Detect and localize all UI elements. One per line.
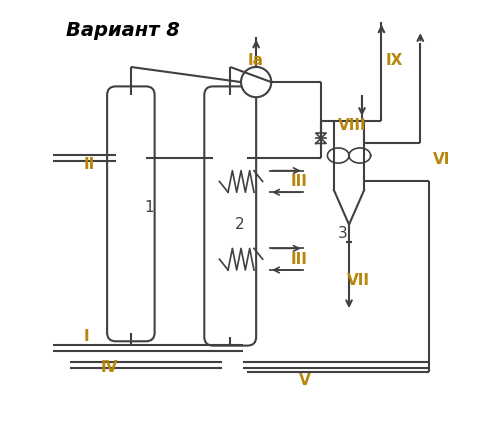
FancyBboxPatch shape [204, 86, 256, 346]
Text: III: III [291, 174, 307, 189]
Text: 1: 1 [144, 200, 153, 215]
Text: VI: VI [433, 152, 450, 167]
Text: V: V [299, 373, 311, 388]
Text: III: III [291, 252, 307, 267]
Text: IV: IV [100, 360, 118, 375]
Text: VII: VII [347, 273, 370, 288]
Text: II: II [83, 157, 95, 172]
Text: Ia: Ia [248, 53, 263, 68]
Text: IX: IX [386, 53, 403, 68]
Text: I: I [83, 330, 89, 344]
Text: 3: 3 [338, 226, 348, 241]
FancyBboxPatch shape [107, 86, 154, 341]
Text: VIII: VIII [338, 118, 367, 133]
Circle shape [241, 67, 271, 97]
Text: 2: 2 [235, 217, 244, 232]
Text: Вариант 8: Вариант 8 [66, 21, 180, 40]
